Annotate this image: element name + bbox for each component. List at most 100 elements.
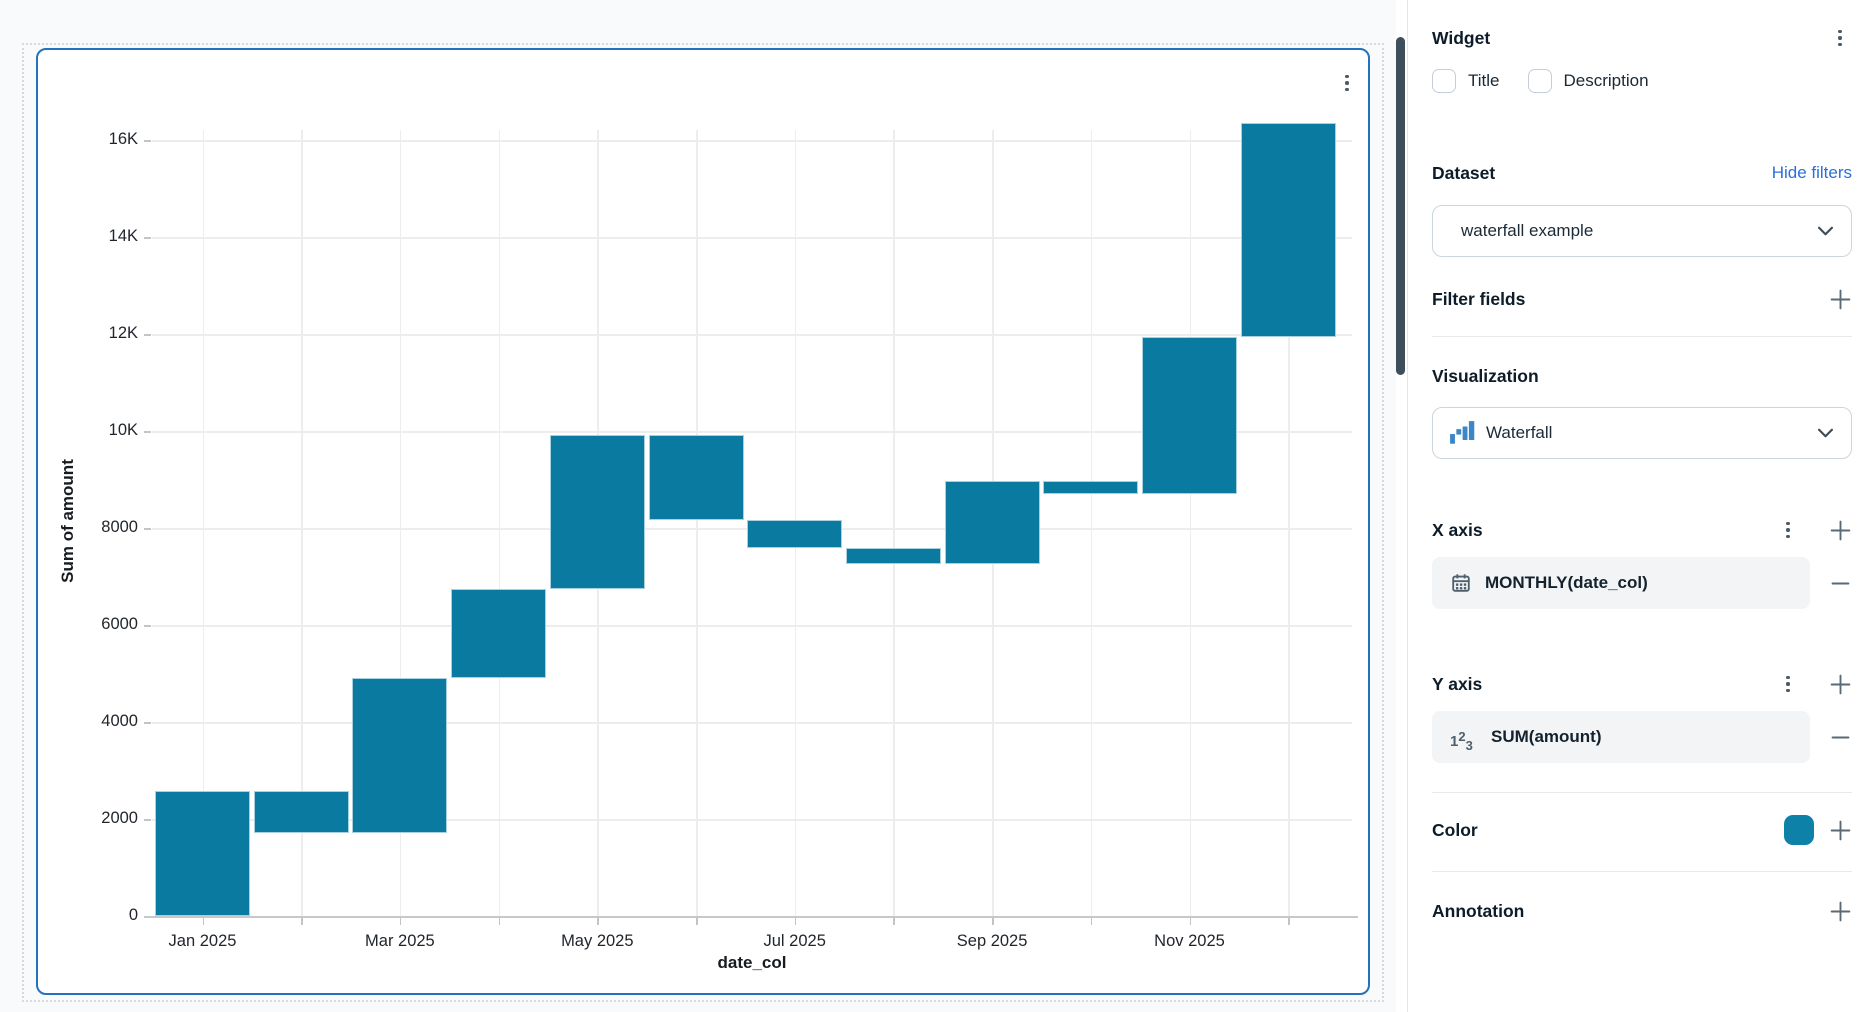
waterfall-bar[interactable]	[1240, 123, 1336, 337]
gridline	[152, 819, 1352, 821]
dashboard-canvas: 0 2000 4000 6000 8000 10K 12K 14K 16K Jan 2025 Mar…	[22, 43, 1384, 1002]
x-axis-line	[146, 916, 1358, 918]
x-tick-mark	[202, 917, 204, 925]
color-swatch[interactable]	[1784, 815, 1814, 845]
add-filter-field-button[interactable]	[1828, 287, 1852, 311]
section-divider	[1432, 336, 1852, 337]
waterfall-chart: 0 2000 4000 6000 8000 10K 12K 14K 16K Jan 2025 Mar…	[38, 50, 1368, 993]
visualization-section-title: Visualization	[1432, 365, 1539, 386]
x-axis-title: date_col	[717, 953, 787, 972]
panel-title: Widget	[1432, 27, 1491, 48]
y-tick-mark	[144, 819, 151, 821]
dataset-select-value: waterfall example	[1461, 221, 1594, 240]
gridline	[1090, 130, 1093, 916]
waterfall-bar[interactable]	[352, 677, 448, 833]
x-tick-label: May 2025	[561, 932, 634, 950]
title-checkbox-label: Title	[1468, 71, 1500, 90]
waterfall-bar[interactable]	[1142, 336, 1237, 495]
remove-y-axis-field-button[interactable]	[1828, 725, 1852, 749]
section-divider	[1432, 792, 1852, 793]
waterfall-bar[interactable]	[253, 791, 349, 833]
y-tick-mark	[144, 140, 151, 142]
description-checkbox-label: Description	[1563, 71, 1649, 90]
dataset-select[interactable]: waterfall example	[1432, 205, 1852, 257]
filter-fields-section-title: Filter fields	[1432, 288, 1526, 309]
add-color-rule-button[interactable]	[1828, 818, 1852, 842]
color-section-title: Color	[1432, 819, 1478, 840]
x-axis-menu-icon[interactable]	[1776, 518, 1800, 542]
add-annotation-button[interactable]	[1828, 899, 1852, 923]
waterfall-chart-icon	[1450, 420, 1475, 444]
x-tick-mark	[301, 917, 303, 925]
plus-icon	[1830, 674, 1850, 694]
widget-menu-icon[interactable]	[1828, 26, 1852, 50]
y-axis-menu-icon[interactable]	[1776, 672, 1800, 696]
waterfall-bar[interactable]	[648, 434, 744, 520]
x-tick-mark	[399, 917, 402, 925]
y-axis-title: Sum of amount	[58, 459, 77, 583]
x-axis-section-title: X axis	[1432, 519, 1483, 540]
gridline	[498, 130, 501, 916]
x-tick-mark	[1090, 917, 1093, 925]
y-tick-mark	[144, 237, 151, 239]
y-axis-field-label: SUM(amount)	[1491, 727, 1602, 746]
minus-icon	[1831, 735, 1849, 739]
y-tick-label: 8000	[101, 518, 138, 536]
gridline	[893, 130, 895, 916]
dataset-section-title: Dataset	[1432, 162, 1496, 183]
gridline	[152, 237, 1352, 239]
y-tick-mark	[144, 625, 151, 627]
description-checkbox[interactable]	[1527, 69, 1552, 93]
y-tick-mark	[144, 528, 151, 530]
waterfall-bar[interactable]	[944, 480, 1040, 564]
gridline	[202, 130, 204, 916]
hide-filters-link[interactable]: Hide filters	[1771, 163, 1852, 182]
gridline	[152, 625, 1352, 627]
waterfall-bar[interactable]	[451, 589, 547, 678]
y-tick-mark	[144, 722, 151, 724]
add-x-axis-field-button[interactable]	[1828, 518, 1852, 542]
x-tick-label: Jan 2025	[168, 932, 237, 950]
waterfall-widget-card[interactable]: 0 2000 4000 6000 8000 10K 12K 14K 16K Jan 2025 Mar…	[36, 48, 1370, 995]
x-tick-mark	[498, 917, 501, 925]
gridline	[152, 334, 1352, 336]
annotation-section-title: Annotation	[1432, 900, 1525, 921]
plus-icon	[1830, 289, 1850, 309]
x-tick-label: Sep 2025	[956, 932, 1028, 950]
add-y-axis-field-button[interactable]	[1828, 672, 1852, 696]
x-axis-field-label: MONTHLY(date_col)	[1485, 573, 1648, 592]
y-tick-label: 10K	[108, 421, 138, 439]
plus-icon	[1830, 820, 1850, 840]
widget-settings-panel: Widget Title Description Dataset Hide fi…	[1407, 0, 1864, 1012]
visualization-select[interactable]: Waterfall	[1432, 407, 1852, 459]
remove-x-axis-field-button[interactable]	[1828, 571, 1852, 595]
waterfall-bar[interactable]	[747, 519, 843, 548]
plus-icon	[1830, 901, 1850, 921]
gridline	[152, 722, 1352, 724]
section-divider	[1432, 871, 1852, 872]
x-tick-mark	[893, 917, 895, 925]
waterfall-bar[interactable]	[549, 434, 645, 590]
waterfall-bar[interactable]	[1043, 480, 1139, 495]
y-tick-label: 0	[128, 906, 138, 924]
gridline	[301, 130, 303, 916]
x-tick-label: Nov 2025	[1154, 932, 1225, 950]
y-tick-label: 12K	[108, 324, 138, 342]
y-tick-label: 16K	[108, 130, 138, 148]
waterfall-bar[interactable]	[155, 791, 250, 916]
gridline	[152, 140, 1352, 142]
gridline	[1288, 130, 1290, 916]
scrollbar-thumb[interactable]	[1396, 37, 1405, 375]
chart-menu-icon[interactable]	[1335, 68, 1359, 98]
x-tick-mark	[794, 917, 797, 925]
calendar-icon	[1452, 574, 1470, 592]
x-axis-field-pill[interactable]: MONTHLY(date_col)	[1432, 557, 1810, 609]
y-tick-label: 2000	[101, 809, 138, 827]
y-tick-label: 14K	[108, 227, 138, 245]
waterfall-bar[interactable]	[845, 547, 941, 564]
y-tick-label: 4000	[101, 712, 138, 730]
title-checkbox[interactable]	[1432, 69, 1456, 93]
x-tick-mark	[1189, 917, 1191, 925]
